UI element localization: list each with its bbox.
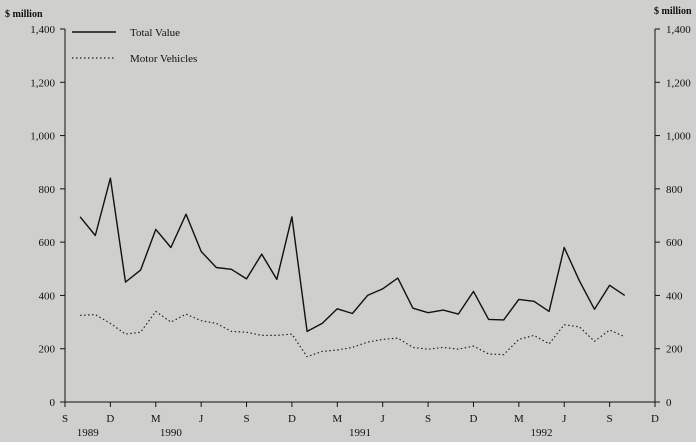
series-layer xyxy=(79,177,626,358)
x-ticks: S D M J S D M J S D M J S D 1989 1990 1991 1992 xyxy=(62,402,659,439)
x-tick-label: D xyxy=(469,413,477,425)
series-line-motor-vehicles xyxy=(80,310,625,358)
x-tick-label: S xyxy=(243,413,249,425)
left-y-ticks: 0 200 400 600 800 1,000 1,200 1,400 xyxy=(30,24,65,409)
legend-label-total-value: Total Value xyxy=(130,27,180,39)
left-y-tick-label: 800 xyxy=(39,184,56,196)
x-tick-label: J xyxy=(562,413,567,425)
right-y-tick-label: 400 xyxy=(666,290,683,302)
x-tick-label: D xyxy=(651,413,659,425)
right-y-tick-label: 1,000 xyxy=(666,131,691,143)
x-year-label: 1991 xyxy=(349,427,371,437)
left-y-tick-label: 1,000 xyxy=(30,131,55,143)
left-axis-unit-label: $ million xyxy=(5,9,43,20)
right-y-tick-label: 1,200 xyxy=(666,77,691,89)
left-y-tick-label: 600 xyxy=(39,237,56,249)
right-y-tick-label: 0 xyxy=(666,397,672,409)
x-tick-label: D xyxy=(106,413,114,425)
right-y-tick-label: 600 xyxy=(666,237,683,249)
right-y-ticks: 0 200 400 600 800 1,000 1,200 1,400 xyxy=(655,24,691,409)
x-year-label: 1990 xyxy=(160,427,183,437)
legend: Total Value Motor Vehicles xyxy=(72,27,197,65)
left-y-tick-label: 0 xyxy=(50,397,56,409)
right-y-tick-label: 200 xyxy=(666,344,683,356)
x-tick-label: S xyxy=(607,413,613,425)
right-axis-unit-label: $ million xyxy=(654,6,692,17)
x-tick-label: J xyxy=(199,413,204,425)
x-year-label: 1992 xyxy=(531,427,553,437)
left-y-tick-label: 1,400 xyxy=(30,24,55,36)
x-tick-label: M xyxy=(514,413,524,425)
series-line-total-value xyxy=(79,177,626,333)
x-year-label: 1989 xyxy=(77,427,100,437)
x-tick-label: S xyxy=(62,413,68,425)
right-y-tick-label: 1,400 xyxy=(666,24,691,36)
x-tick-label: M xyxy=(151,413,161,425)
x-tick-label: D xyxy=(288,413,296,425)
left-y-tick-label: 400 xyxy=(39,290,56,302)
x-tick-label: S xyxy=(425,413,431,425)
left-y-tick-label: 1,200 xyxy=(30,77,55,89)
x-tick-label: J xyxy=(381,413,386,425)
x-tick-label: M xyxy=(332,413,342,425)
legend-label-motor-vehicles: Motor Vehicles xyxy=(130,53,197,65)
left-y-tick-label: 200 xyxy=(39,344,56,356)
right-y-tick-label: 800 xyxy=(666,184,683,196)
